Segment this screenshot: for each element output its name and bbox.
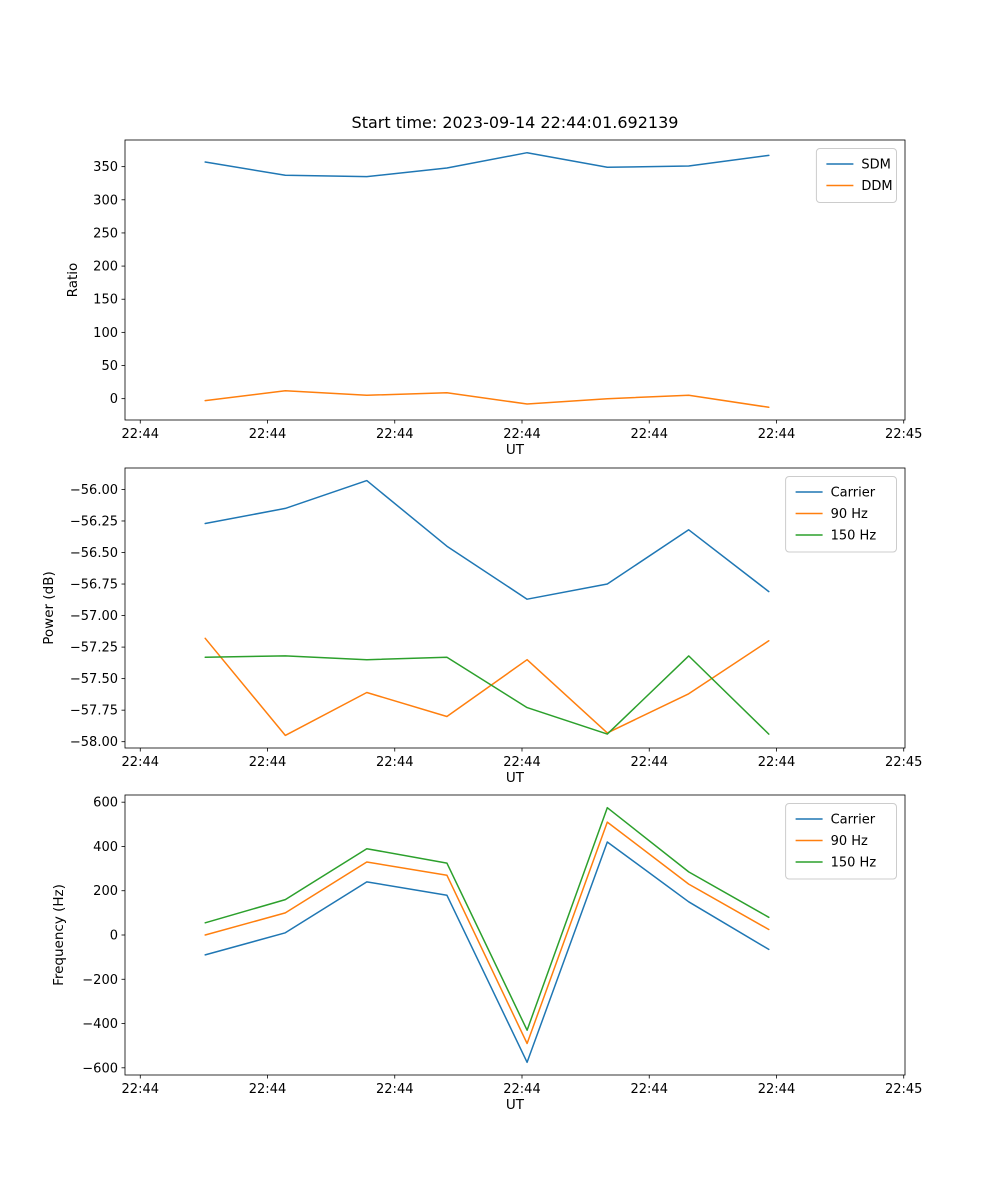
y-tick-label: −57.25 (70, 641, 118, 656)
series-line-sdm (204, 151, 770, 178)
x-tick-label: 22:44 (503, 1082, 540, 1097)
y-tick-label: −200 (82, 973, 118, 988)
y-tick-label: −57.00 (70, 609, 118, 624)
y-tick-label: 200 (93, 884, 118, 899)
axes-background (125, 795, 905, 1075)
legend-box (785, 803, 897, 880)
x-tick-label: 22:44 (249, 755, 286, 770)
y-tick-label: −56.00 (70, 483, 118, 498)
y-tick-label: 350 (93, 160, 118, 175)
legend-label-sdm: SDM (861, 158, 890, 173)
series-line-carrier (204, 841, 770, 1064)
x-tick-label: 22:44 (758, 1082, 795, 1097)
axes-spines (124, 794, 906, 1076)
x-axis-label-ut-middle: UT (505, 770, 525, 786)
x-tick-label: 22:44 (376, 755, 413, 770)
x-tick-label: 22:45 (885, 1082, 922, 1097)
y-tick-label: −56.75 (70, 578, 118, 593)
x-tick-label: 22:44 (758, 427, 795, 442)
legend-label-90-hz: 90 Hz (831, 834, 868, 849)
subplot-1: 22:44 22:44 22:44 22:44 22:44 22:44 22:45 −58.0… (70, 467, 922, 770)
legend-box (785, 476, 897, 553)
x-tick-label: 22:44 (249, 427, 286, 442)
y-tick-label: −57.75 (70, 704, 118, 719)
x-axis-label-ut-top: UT (505, 442, 525, 458)
y-tick-label: 50 (101, 359, 118, 374)
y-axis-label-ratio: Ratio (65, 262, 81, 298)
figure-title: Start time: 2023-09-14 22:44:01.692139 (351, 113, 679, 132)
y-tick-label: 200 (93, 260, 118, 275)
legend-label-carrier: Carrier (831, 486, 876, 501)
y-tick-label: −400 (82, 1017, 118, 1032)
x-tick-label: 22:44 (503, 755, 540, 770)
legend-box (815, 148, 898, 203)
x-tick-label: 22:44 (631, 755, 668, 770)
y-tick-label: 100 (93, 326, 118, 341)
axes-spines (124, 139, 906, 421)
series-line-carrier (204, 479, 770, 600)
y-axis-label-frequency: Frequency (Hz) (51, 884, 67, 986)
x-tick-label: 22:44 (503, 427, 540, 442)
y-tick-label: −57.50 (70, 672, 118, 687)
y-tick-label: 250 (93, 226, 118, 241)
x-tick-label: 22:44 (631, 1082, 668, 1097)
series-line-150-hz (204, 655, 770, 735)
x-tick-label: 22:45 (885, 755, 922, 770)
series-line-90-hz (204, 821, 770, 1045)
y-tick-label: −56.25 (70, 514, 118, 529)
legend-label-carrier: Carrier (831, 813, 876, 828)
x-tick-label: 22:44 (122, 755, 159, 770)
legend-label-90-hz: 90 Hz (831, 507, 868, 522)
axes-background (125, 140, 905, 420)
legend-label-150-hz: 150 Hz (831, 856, 877, 871)
subplot-0: 22:44 22:44 22:44 22:44 22:44 22:44 22:45 0 50 10… (93, 139, 922, 442)
x-tick-label: 22:44 (122, 1082, 159, 1097)
x-tick-label: 22:44 (631, 427, 668, 442)
x-tick-label: 22:44 (758, 755, 795, 770)
x-axis-label-ut-bottom: UT (505, 1097, 525, 1113)
series-line-150-hz (204, 806, 770, 1031)
series-line-ddm (204, 389, 770, 409)
series-line-90-hz (204, 637, 770, 737)
y-tick-label: 0 (110, 392, 118, 407)
x-tick-label: 22:44 (249, 1082, 286, 1097)
y-tick-label: 150 (93, 293, 118, 308)
y-tick-label: 600 (93, 796, 118, 811)
x-tick-label: 22:45 (885, 427, 922, 442)
legend-label-ddm: DDM (861, 179, 892, 194)
x-tick-label: 22:44 (376, 1082, 413, 1097)
subplot-2: 22:44 22:44 22:44 22:44 22:44 22:44 22:45 −600 −… (82, 794, 922, 1097)
x-tick-label: 22:44 (376, 427, 413, 442)
axes-spines (124, 467, 906, 749)
y-tick-label: −600 (82, 1061, 118, 1076)
y-axis-label-power: Power (dB) (41, 571, 57, 645)
y-tick-label: −56.50 (70, 546, 118, 561)
y-tick-label: 300 (93, 193, 118, 208)
y-tick-label: 0 (110, 929, 118, 944)
legend-label-150-hz: 150 Hz (831, 529, 877, 544)
y-tick-label: −58.00 (70, 735, 118, 750)
x-tick-label: 22:44 (122, 427, 159, 442)
y-tick-label: 400 (93, 840, 118, 855)
